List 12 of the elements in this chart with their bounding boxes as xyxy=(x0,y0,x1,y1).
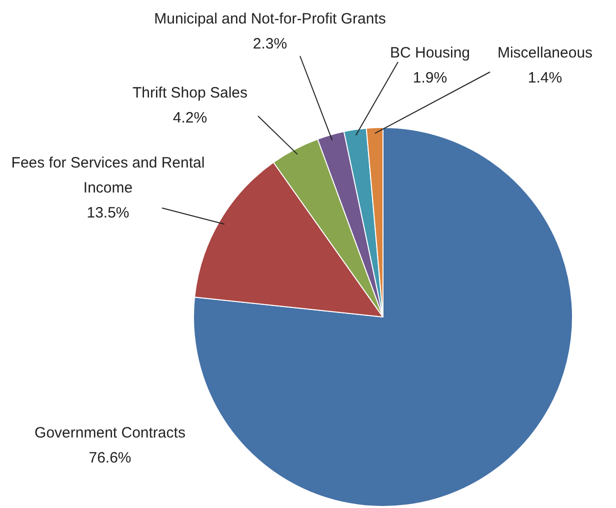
slice-label: Municipal and Not-for-Profit Grants xyxy=(154,10,386,28)
slice-label: Government Contracts xyxy=(34,424,186,442)
slice-label: Miscellaneous xyxy=(497,44,593,62)
slice-label: BC Housing xyxy=(390,44,470,62)
data-label: 1.4% xyxy=(528,70,562,87)
data-label: 76.6% xyxy=(88,450,132,467)
slice-label: Fees for Services and Rental Income xyxy=(11,154,205,197)
data-label: 1.9% xyxy=(412,70,448,87)
data-label: 4.2% xyxy=(172,110,208,127)
slice-label: Thrift Shop Sales xyxy=(132,84,248,102)
data-label: 2.3% xyxy=(252,36,288,53)
data-label: 13.5% xyxy=(86,204,130,222)
